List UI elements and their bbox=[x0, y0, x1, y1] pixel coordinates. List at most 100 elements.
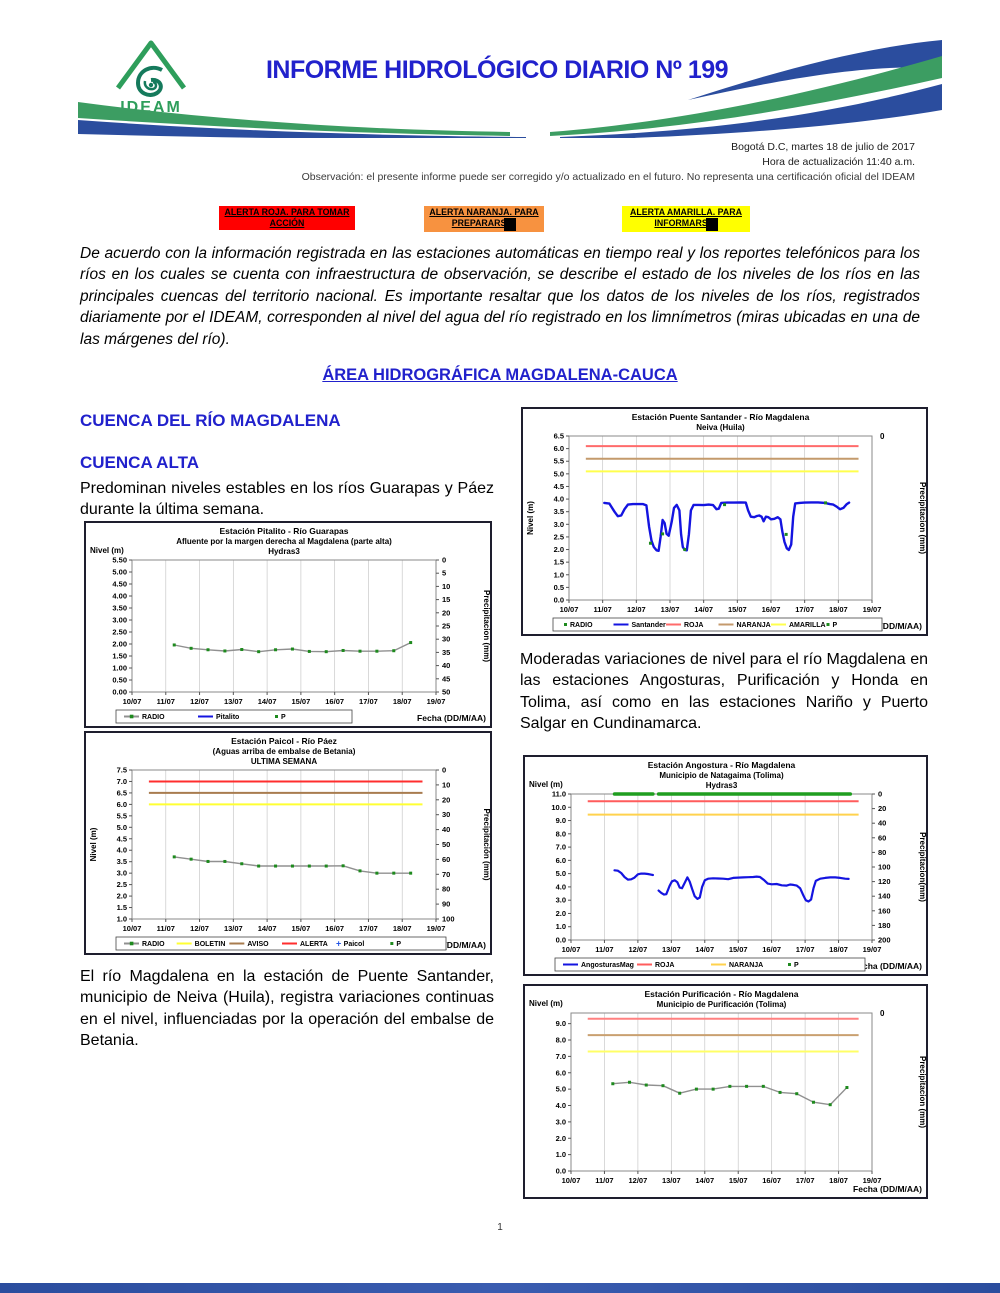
svg-text:5.50: 5.50 bbox=[112, 556, 127, 565]
svg-text:0: 0 bbox=[442, 556, 446, 565]
svg-text:1.00: 1.00 bbox=[112, 664, 127, 673]
svg-text:80: 80 bbox=[442, 885, 450, 894]
svg-text:1.0: 1.0 bbox=[117, 915, 127, 924]
svg-text:13/07: 13/07 bbox=[661, 605, 680, 614]
svg-text:17/07: 17/07 bbox=[796, 1176, 815, 1185]
svg-text:12/07: 12/07 bbox=[628, 945, 647, 954]
svg-text:17/07: 17/07 bbox=[796, 945, 815, 954]
alert-roja-line2: ACCIÓN bbox=[269, 217, 305, 228]
svg-text:Nivel (m): Nivel (m) bbox=[90, 546, 124, 555]
page-number: 1 bbox=[497, 1222, 503, 1233]
svg-text:Nivel (m): Nivel (m) bbox=[529, 780, 563, 789]
svg-text:25: 25 bbox=[442, 622, 450, 631]
svg-text:Nivel (m): Nivel (m) bbox=[89, 827, 98, 861]
svg-text:1.5: 1.5 bbox=[554, 558, 564, 567]
svg-text:4.0: 4.0 bbox=[556, 882, 566, 891]
svg-text:1.0: 1.0 bbox=[556, 1150, 566, 1159]
svg-text:11/07: 11/07 bbox=[595, 1176, 613, 1185]
svg-text:Hydras3: Hydras3 bbox=[706, 781, 738, 790]
paragraph-moderadas-variaciones: Moderadas variaciones de nivel para el r… bbox=[520, 651, 928, 732]
svg-text:30: 30 bbox=[442, 810, 450, 819]
svg-text:Neiva (Huila): Neiva (Huila) bbox=[696, 423, 745, 432]
svg-text:12/07: 12/07 bbox=[190, 924, 209, 933]
svg-text:ROJA: ROJA bbox=[684, 622, 703, 629]
svg-text:20: 20 bbox=[442, 795, 450, 804]
svg-text:0.00: 0.00 bbox=[112, 688, 127, 697]
svg-text:19/07: 19/07 bbox=[863, 605, 882, 614]
svg-text:3.0: 3.0 bbox=[556, 896, 566, 905]
svg-text:2.00: 2.00 bbox=[112, 640, 127, 649]
svg-text:8.0: 8.0 bbox=[556, 1036, 566, 1045]
svg-text:ROJA: ROJA bbox=[655, 962, 674, 969]
svg-text:RADIO: RADIO bbox=[142, 941, 165, 948]
svg-text:P: P bbox=[396, 941, 401, 948]
svg-text:10/07: 10/07 bbox=[560, 605, 579, 614]
svg-text:2.0: 2.0 bbox=[556, 909, 566, 918]
svg-text:45: 45 bbox=[442, 674, 450, 683]
svg-text:18/07: 18/07 bbox=[829, 945, 848, 954]
svg-text:14/07: 14/07 bbox=[258, 697, 277, 706]
svg-text:10/07: 10/07 bbox=[123, 924, 142, 933]
chart-purificacion: Estación Purificación - Río Magdalena Mun… bbox=[523, 984, 928, 1199]
svg-text:100: 100 bbox=[878, 863, 891, 872]
svg-text:16/07: 16/07 bbox=[762, 1176, 781, 1185]
svg-text:0.5: 0.5 bbox=[554, 583, 564, 592]
svg-text:20: 20 bbox=[878, 804, 886, 813]
svg-text:11/07: 11/07 bbox=[593, 605, 611, 614]
chart-paicol-paez: Estación Paicol - Río Páez (Aguas arriba … bbox=[84, 731, 492, 955]
svg-text:Nivel (m): Nivel (m) bbox=[529, 999, 563, 1008]
svg-text:4.00: 4.00 bbox=[112, 592, 127, 601]
svg-text:Fecha (DD/M/AA): Fecha (DD/M/AA) bbox=[417, 713, 486, 723]
svg-text:40: 40 bbox=[878, 819, 886, 828]
svg-text:18/07: 18/07 bbox=[393, 924, 412, 933]
svg-text:Afluente por la margen derecha: Afluente por la margen derecha al Magdal… bbox=[176, 537, 392, 546]
svg-text:0: 0 bbox=[442, 766, 446, 775]
svg-text:18/07: 18/07 bbox=[829, 605, 848, 614]
svg-text:10/07: 10/07 bbox=[562, 945, 581, 954]
svg-text:7.5: 7.5 bbox=[117, 766, 127, 775]
header-wave bbox=[78, 38, 942, 140]
date-block: Bogotá D.C, martes 18 de julio de 2017 H… bbox=[302, 140, 915, 186]
svg-text:Estación Paicol - Río Páez: Estación Paicol - Río Páez bbox=[231, 736, 337, 746]
svg-text:10.0: 10.0 bbox=[551, 803, 566, 812]
svg-text:10/07: 10/07 bbox=[562, 1176, 581, 1185]
svg-text:2.5: 2.5 bbox=[117, 880, 127, 889]
svg-text:13/07: 13/07 bbox=[662, 1176, 681, 1185]
svg-text:P: P bbox=[281, 714, 286, 721]
svg-text:3.5: 3.5 bbox=[117, 857, 127, 866]
svg-text:18/07: 18/07 bbox=[393, 697, 412, 706]
svg-text:2.5: 2.5 bbox=[554, 532, 564, 541]
chart-puente-santander: Estación Puente Santander - Río Magdalen… bbox=[521, 407, 928, 636]
svg-text:6.0: 6.0 bbox=[556, 1068, 566, 1077]
svg-text:11/07: 11/07 bbox=[157, 924, 175, 933]
svg-text:50: 50 bbox=[442, 688, 450, 697]
svg-text:15/07: 15/07 bbox=[291, 924, 310, 933]
svg-text:Precipitacion (mm): Precipitacion (mm) bbox=[918, 482, 926, 554]
date-line: Bogotá D.C, martes 18 de julio de 2017 bbox=[731, 141, 915, 153]
svg-text:Precipitación (mm): Precipitación (mm) bbox=[482, 808, 490, 880]
svg-text:9.0: 9.0 bbox=[556, 1019, 566, 1028]
svg-text:RADIO: RADIO bbox=[142, 714, 165, 721]
svg-text:5.0: 5.0 bbox=[556, 1085, 566, 1094]
svg-text:5.0: 5.0 bbox=[117, 823, 127, 832]
alert-roja-line1: ALERTA ROJA. PARA TOMAR bbox=[224, 207, 350, 217]
svg-text:80: 80 bbox=[878, 848, 886, 857]
heading-cuenca-alta: CUENCA ALTA bbox=[80, 453, 199, 472]
svg-text:90: 90 bbox=[442, 900, 450, 909]
svg-text:17/07: 17/07 bbox=[359, 697, 378, 706]
alert-amarilla-line2: INFORMARSE bbox=[654, 217, 714, 228]
svg-text:Precipitacion(mm): Precipitacion(mm) bbox=[918, 832, 926, 902]
svg-text:17/07: 17/07 bbox=[795, 605, 814, 614]
svg-text:2.50: 2.50 bbox=[112, 628, 127, 637]
svg-text:19/07: 19/07 bbox=[863, 945, 882, 954]
svg-text:12/07: 12/07 bbox=[190, 697, 209, 706]
redaction-box bbox=[504, 217, 517, 231]
svg-text:9.0: 9.0 bbox=[556, 816, 566, 825]
chart-angostura: Estación Angostura - Río Magdalena Munici… bbox=[523, 755, 928, 976]
svg-text:3.0: 3.0 bbox=[554, 520, 564, 529]
svg-text:7.0: 7.0 bbox=[556, 843, 566, 852]
svg-text:7.0: 7.0 bbox=[556, 1052, 566, 1061]
paragraph-puente-santander: El río Magdalena en la estación de Puent… bbox=[80, 968, 494, 1049]
svg-text:0: 0 bbox=[880, 432, 885, 441]
